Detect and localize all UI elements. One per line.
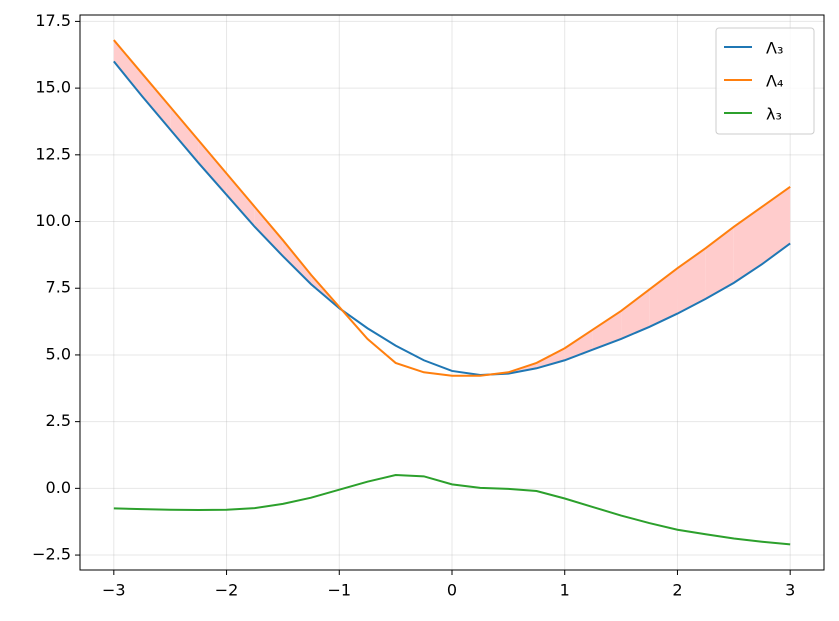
x-tick-label: 0: [447, 581, 457, 600]
fill-between: [282, 240, 312, 285]
plot-frame: [79, 14, 825, 571]
line: [113, 60, 791, 376]
fill-between: [733, 206, 762, 283]
legend-frame: [715, 27, 815, 135]
y-tick-label: 12.5: [35, 144, 71, 163]
fill-between: [621, 289, 650, 339]
x-tick-label: 2: [672, 581, 682, 600]
legend: Λ₃ Λ₄ λ₃: [715, 27, 815, 135]
legend-label: Λ₃: [766, 39, 783, 58]
fill-between: [592, 310, 622, 350]
line: [113, 474, 791, 546]
y-tick-label: 15.0: [35, 78, 71, 97]
fill-between: [113, 40, 142, 97]
x-tick-label: −1: [327, 581, 351, 600]
y-tick-label: 17.5: [35, 11, 71, 30]
legend-label: Λ₄: [766, 72, 783, 91]
y-tick-label: 5.0: [46, 344, 71, 363]
fill-between: [170, 106, 199, 163]
fill-between: [564, 329, 593, 361]
y-tick-label: 2.5: [46, 411, 71, 430]
y-tick-label: 10.0: [35, 211, 71, 230]
fill-between: [649, 268, 678, 327]
x-tick-label: −2: [215, 581, 239, 600]
fill-between: [226, 173, 255, 227]
x-tick-label: 1: [560, 581, 570, 600]
x-tick-label: 3: [785, 581, 795, 600]
fill-between: [198, 140, 227, 195]
fill-between: [705, 226, 734, 299]
fill-between: [254, 206, 283, 257]
fill-between: [762, 186, 791, 265]
line: [113, 39, 791, 377]
y-tick-label: 0.0: [46, 478, 71, 497]
fill-between: [536, 348, 565, 369]
legend-label: λ₃: [766, 105, 782, 124]
x-tick-label: −3: [102, 581, 126, 600]
fill-between: [142, 73, 171, 130]
y-tick-label: −2.5: [32, 545, 71, 564]
fill-between: [677, 248, 706, 314]
y-tick-label: 7.5: [46, 278, 71, 297]
